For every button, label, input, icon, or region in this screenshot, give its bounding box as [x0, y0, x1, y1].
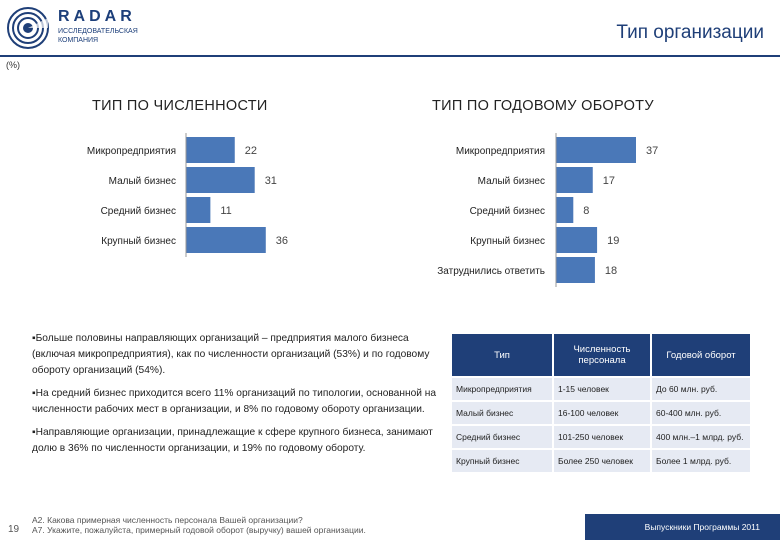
cell-type: Средний бизнес [452, 426, 552, 448]
bullet-item: На средний бизнес приходится всего 11% о… [32, 386, 437, 418]
cell-type: Микропредприятия [452, 378, 552, 400]
bar-turnover [556, 257, 595, 283]
header-type: Тип [452, 334, 552, 376]
bullet-list: Больше половины направляющих организаций… [32, 331, 437, 464]
value-label: 22 [245, 145, 257, 157]
bullet-item: Направляющие организации, принадлежащие … [32, 425, 437, 457]
category-label: Средний бизнес [470, 205, 545, 217]
bar-turnover [556, 167, 593, 193]
value-label: 37 [646, 145, 658, 157]
table-row: Крупный бизнес Более 250 человек Более 1… [452, 450, 750, 472]
bar-turnover [556, 197, 574, 223]
category-label: Крупный бизнес [470, 235, 545, 247]
header-turnover: Годовой оборот [652, 334, 750, 376]
cell-turnover: 400 млн.–1 млрд. руб. [652, 426, 750, 448]
cell-turnover: 60-400 млн. руб. [652, 402, 750, 424]
cell-turnover: До 60 млн. руб. [652, 378, 750, 400]
category-label: Средний бизнес [101, 205, 176, 217]
value-label: 31 [265, 175, 277, 187]
cell-headcount: 101-250 человек [554, 426, 650, 448]
value-label: 18 [605, 265, 617, 277]
bar-turnover [556, 227, 598, 253]
bar-headcount [186, 137, 235, 163]
type-definitions-table: Тип Численность персонала Годовой оборот… [450, 332, 752, 474]
value-label: 19 [607, 235, 619, 247]
title-divider [0, 55, 780, 57]
value-label: 8 [583, 205, 589, 217]
footnote-question-a7: А7. Укажите, пожалуйста, примерный годов… [32, 525, 366, 535]
bar-headcount [186, 197, 211, 223]
cell-type: Крупный бизнес [452, 450, 552, 472]
category-label: Крупный бизнес [101, 235, 176, 247]
chart-title-headcount: ТИП ПО ЧИСЛЕННОСТИ [92, 98, 268, 114]
cell-turnover: Более 1 млрд. руб. [652, 450, 750, 472]
table-row: Малый бизнес 16-100 человек 60-400 млн. … [452, 402, 750, 424]
value-label: 36 [276, 235, 288, 247]
footer-bar: Выпускники Программы 2011 [585, 514, 780, 540]
chart-title-turnover: ТИП ПО ГОДОВОМУ ОБОРОТУ [432, 98, 654, 114]
page-title: Тип организации [616, 22, 764, 43]
program-label: Выпускники Программы 2011 [644, 522, 760, 532]
unit-label: (%) [6, 60, 20, 70]
page-number: 19 [8, 524, 20, 535]
bullet-item: Больше половины направляющих организаций… [32, 331, 437, 379]
cell-headcount: 1-15 человек [554, 378, 650, 400]
cell-headcount: Более 250 человек [554, 450, 650, 472]
category-label: Микропредприятия [87, 146, 176, 157]
brand-subtitle: ИССЛЕДОВАТЕЛЬСКАЯ КОМПАНИЯ [58, 28, 138, 44]
cell-headcount: 16-100 человек [554, 402, 650, 424]
brand-name: RADAR [58, 8, 136, 25]
category-label: Микропредприятия [456, 146, 545, 157]
value-label: 17 [603, 175, 615, 187]
bar-headcount [186, 167, 255, 193]
footnote-questions: А2. Какова примерная численность персона… [32, 515, 366, 535]
category-label: Малый бизнес [109, 175, 176, 187]
bar-charts: Микропредприятия 22 Малый бизнес 31 Средний … [87, 133, 658, 287]
bar-headcount [186, 227, 266, 253]
category-label: Затруднились ответить [437, 266, 545, 277]
value-label: 11 [220, 205, 231, 217]
cell-type: Малый бизнес [452, 402, 552, 424]
header-headcount: Численность персонала [554, 334, 650, 376]
radar-logo [7, 7, 49, 49]
bar-turnover [556, 137, 636, 163]
table-row: Микропредприятия 1-15 человек До 60 млн.… [452, 378, 750, 400]
table-header-row: Тип Численность персонала Годовой оборот [452, 334, 750, 376]
table-row: Средний бизнес 101-250 человек 400 млн.–… [452, 426, 750, 448]
footnote-question-a2: А2. Какова примерная численность персона… [32, 515, 303, 525]
category-label: Малый бизнес [478, 175, 545, 187]
